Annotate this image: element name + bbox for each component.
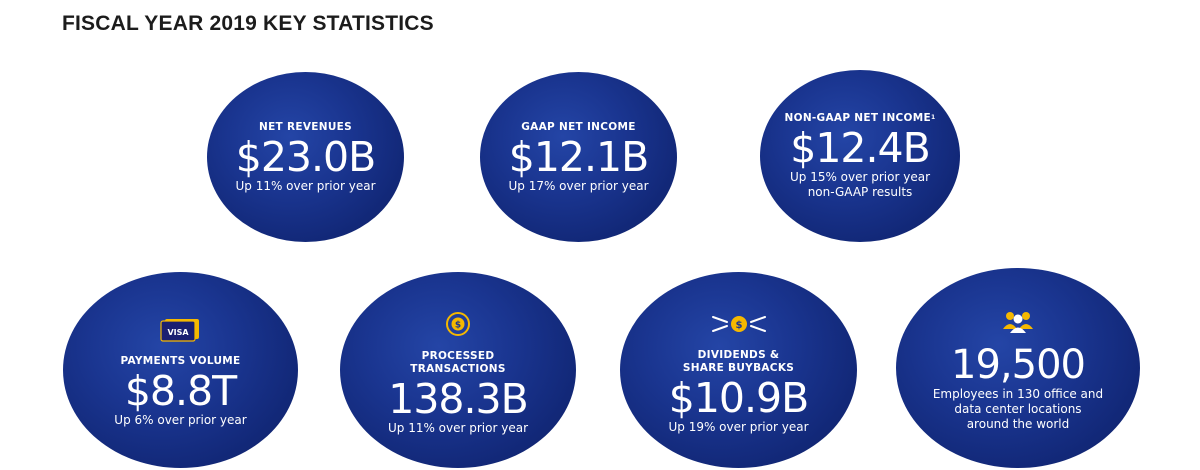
footnote-marker: 1 — [931, 114, 936, 121]
stat-label-text: NON-GAAP NET INCOME — [784, 112, 932, 124]
stat-sub: Up 11% over prior year — [235, 178, 376, 193]
stat-value: $12.1B — [508, 132, 650, 181]
stat-label: NET REVENUES — [259, 120, 352, 133]
stat-label: PROCESSED TRANSACTIONS — [410, 349, 506, 375]
stat-value: $23.0B — [235, 132, 377, 181]
stat-value: $8.8T — [124, 367, 237, 415]
stat-employees: 19,500 Employees in 130 office and data … — [896, 268, 1140, 468]
stat-sub: Up 17% over prior year — [508, 178, 649, 193]
stat-gaap-net-income: GAAP NET INCOME $12.1B Up 17% over prior… — [480, 72, 677, 242]
stat-payments-volume: VISA PAYMENTS VOLUME $8.8T Up 6% over pr… — [63, 272, 298, 468]
stat-sub: Up 11% over prior year — [387, 420, 529, 435]
stat-label: PAYMENTS VOLUME — [120, 355, 241, 367]
stat-label: DIVIDENDS & SHARE BUYBACKS — [682, 348, 795, 374]
stat-sub: Up 6% over prior year — [114, 413, 247, 427]
stat-sub: Up 19% over prior year — [668, 419, 809, 434]
visa-card-text: VISA — [167, 328, 189, 337]
page-title: FISCAL YEAR 2019 KEY STATISTICS — [62, 12, 434, 35]
coin-cycle-icon: $ — [445, 311, 471, 342]
svg-text:$: $ — [735, 320, 742, 331]
stat-value: $10.9B — [668, 373, 810, 422]
stat-label: GAAP NET INCOME — [521, 120, 636, 133]
stat-value: 138.3B — [388, 374, 529, 423]
stat-value: $12.4B — [790, 124, 931, 172]
stat-sub: Up 15% over prior year non-GAAP results — [789, 170, 931, 199]
people-icon — [1000, 309, 1036, 338]
coin-arrows-icon: $ — [707, 312, 771, 341]
visa-card-icon: VISA — [159, 318, 203, 347]
stat-sub: Employees in 130 office and data center … — [932, 386, 1104, 431]
stat-net-revenues: NET REVENUES $23.0B Up 11% over prior ye… — [207, 72, 404, 242]
svg-text:$: $ — [455, 320, 461, 330]
stat-value: 19,500 — [951, 341, 1086, 388]
stat-non-gaap-net-income: NON-GAAP NET INCOME1 $12.4B Up 15% over … — [760, 70, 960, 242]
stat-dividends-share-buybacks: $ DIVIDENDS & SHARE BUYBACKS $10.9B Up 1… — [620, 272, 857, 468]
stat-processed-transactions: $ PROCESSED TRANSACTIONS 138.3B Up 11% o… — [340, 272, 576, 468]
stat-label: NON-GAAP NET INCOME1 — [785, 112, 936, 125]
